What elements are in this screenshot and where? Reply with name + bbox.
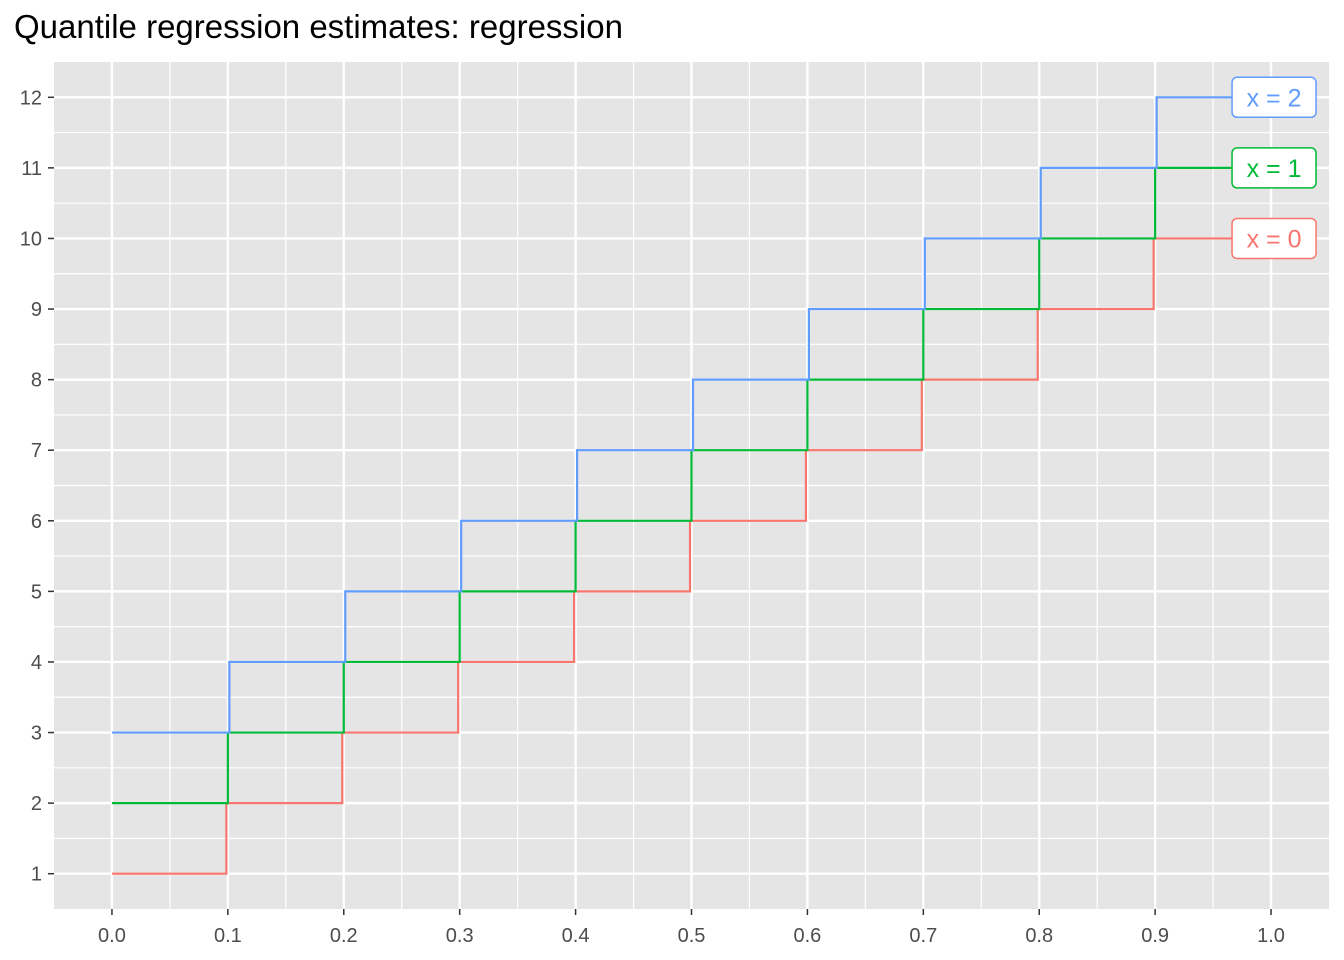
x-tick-label: 0.9 — [1141, 925, 1169, 947]
y-tick-label: 10 — [20, 228, 42, 250]
y-tick-label: 6 — [31, 511, 42, 533]
y-tick-label: 1 — [31, 864, 42, 886]
x-tick-label: 0.6 — [794, 925, 822, 947]
y-tick-label: 5 — [31, 581, 42, 603]
y-tick-label: 9 — [31, 299, 42, 321]
x-tick-label: 0.8 — [1025, 925, 1053, 947]
x-tick-label: 0.7 — [909, 925, 937, 947]
y-tick-label: 7 — [31, 440, 42, 462]
series-label-box-2 — [1231, 76, 1317, 119]
y-tick-label: 4 — [31, 652, 42, 674]
x-tick-label: 0.0 — [98, 925, 126, 947]
series-label-1: x = 1 — [1247, 155, 1302, 183]
series-label-0: x = 0 — [1247, 225, 1302, 253]
series-lines — [111, 96, 1273, 875]
x-tick-label: 0.1 — [214, 925, 242, 947]
y-tick-label: 12 — [20, 87, 42, 109]
series-line-1 — [111, 166, 1272, 805]
x-tick-label: 0.5 — [678, 925, 706, 947]
y-tick-label: 2 — [31, 793, 42, 815]
series-line-0 — [111, 237, 1270, 875]
series-label-box-0 — [1231, 217, 1317, 260]
x-tick-label: 1.0 — [1257, 925, 1285, 947]
series-label-2: x = 2 — [1247, 84, 1302, 112]
y-tick-label: 8 — [31, 370, 42, 392]
x-tick-label: 0.4 — [562, 925, 590, 947]
series-labels: x = 0 x = 1 x = 2 — [1231, 76, 1317, 260]
series-label-box-1 — [1231, 147, 1317, 189]
series-line-2 — [111, 96, 1273, 734]
axes: 0.0 0.1 0.2 0.3 0.4 0.5 0.6 0.7 0.8 0.9 1.01234567… — [20, 87, 1285, 947]
y-tick-label: 3 — [31, 723, 42, 745]
chart-title: Quantile regression estimates: regressio… — [14, 8, 623, 45]
x-tick-label: 0.2 — [330, 925, 358, 947]
x-tick-label: 0.3 — [446, 925, 474, 947]
y-tick-label: 11 — [21, 158, 42, 180]
